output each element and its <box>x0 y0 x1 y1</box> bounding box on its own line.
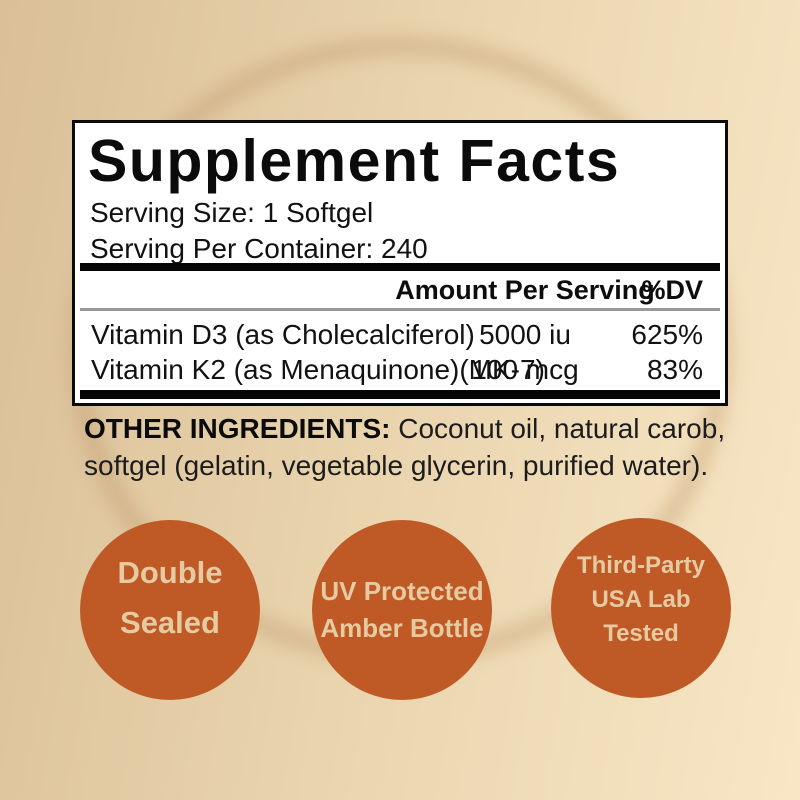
badge-uv-protected-amber-bottle: UV Protected Amber Bottle <box>312 520 492 700</box>
serving-size-text: Serving Size: 1 Softgel <box>90 197 374 228</box>
supplement-facts-title: Supplement Facts <box>88 128 621 194</box>
badge-line: Amber Bottle <box>320 613 484 643</box>
badge-line: Sealed <box>120 605 220 640</box>
badge-line: Double <box>117 555 223 590</box>
badge-line: Third-Party <box>576 552 705 579</box>
other-ingredients-list: Coconut oil, natural carob, softgel (gel… <box>84 413 726 481</box>
ingredient-dv: 625% <box>631 319 703 350</box>
badge-line: USA Lab <box>591 586 691 613</box>
table-header-row: Amount Per Serving %DV <box>75 275 725 307</box>
ingredient-row-vitamin-k2: Vitamin K2 (as Menaquinone)(MK-7) 100 mc… <box>75 354 725 388</box>
ingredient-amount: 100 mcg <box>471 354 579 385</box>
ingredient-name: Vitamin D3 (as Cholecalciferol) <box>91 319 475 350</box>
percent-dv-header: %DV <box>641 275 703 305</box>
other-ingredients-label: OTHER INGREDIENTS: <box>84 413 391 444</box>
servings-per-container-text: Serving Per Container: 240 <box>90 233 428 264</box>
badge-line: UV Protected <box>320 576 484 606</box>
ingredient-amount: 5000 iu <box>479 319 571 350</box>
amount-per-serving-header: Amount Per Serving <box>395 275 655 305</box>
badge-third-party-usa-lab-tested: Third-Party USA Lab Tested <box>551 518 731 698</box>
other-ingredients-text: OTHER INGREDIENTS: Coconut oil, natural … <box>84 410 726 484</box>
thick-divider-bottom <box>80 390 720 399</box>
ingredient-row-vitamin-d3: Vitamin D3 (as Cholecalciferol) 5000 iu … <box>75 319 725 353</box>
badge-line: Tested <box>603 620 679 647</box>
badge-double-sealed: Double Sealed <box>80 520 260 700</box>
header-divider-line <box>80 308 720 311</box>
supplement-facts-panel: Supplement Facts Serving Size: 1 Softgel… <box>72 120 728 406</box>
thick-divider-top <box>80 263 720 271</box>
ingredient-dv: 83% <box>646 354 703 385</box>
ingredient-name: Vitamin K2 (as Menaquinone)(MK-7) <box>91 354 545 385</box>
